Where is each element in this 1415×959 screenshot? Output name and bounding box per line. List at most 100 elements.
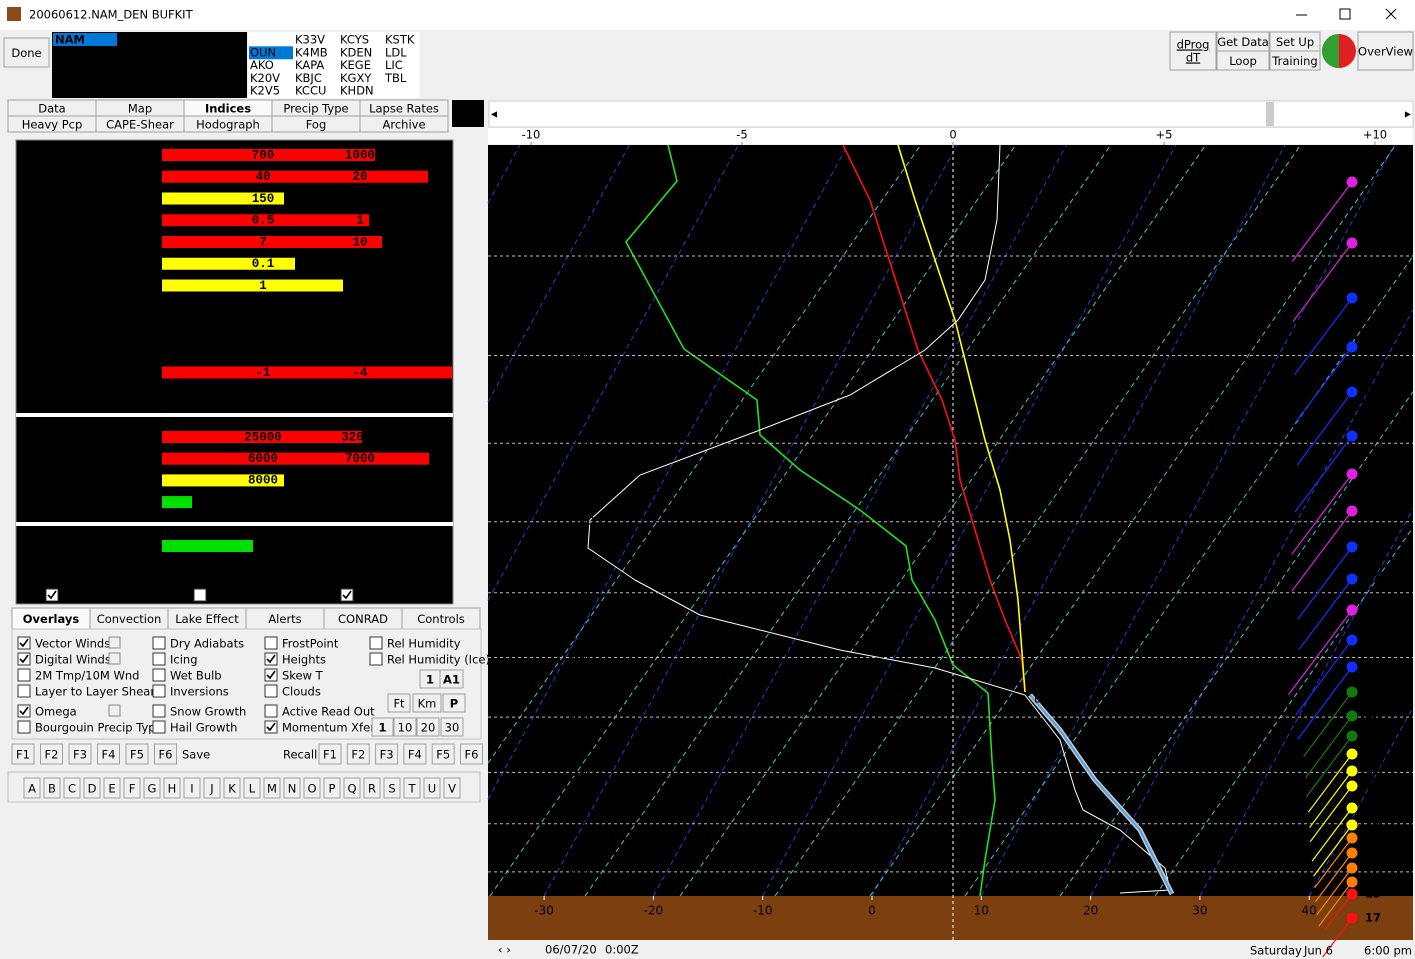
- time-slider[interactable]: [488, 100, 1414, 128]
- station[interactable]: KCCU: [295, 84, 326, 98]
- station[interactable]: K33V: [295, 33, 325, 47]
- unit-button[interactable]: [439, 669, 464, 689]
- overlay-box[interactable]: [17, 652, 31, 666]
- unit-button[interactable]: [393, 717, 417, 737]
- station[interactable]: TBL: [384, 71, 407, 85]
- overlay-box[interactable]: [152, 684, 166, 698]
- model: BTV2: [118, 58, 152, 72]
- station[interactable]: AKO: [250, 58, 274, 72]
- station[interactable]: LDL: [385, 45, 407, 59]
- letter-button[interactable]: [303, 777, 321, 799]
- station[interactable]: K4MB: [295, 45, 328, 59]
- station[interactable]: OUN: [250, 45, 276, 59]
- unit-button[interactable]: [416, 717, 440, 737]
- letter-button[interactable]: [403, 777, 421, 799]
- overlay-box[interactable]: [369, 636, 383, 650]
- overview-button[interactable]: [1357, 31, 1414, 71]
- index-bar: [162, 149, 375, 161]
- fkey-save[interactable]: [11, 743, 35, 765]
- fkey-save[interactable]: [154, 743, 177, 765]
- fkey-recall[interactable]: [375, 743, 399, 765]
- overlay-box[interactable]: [17, 720, 31, 734]
- station[interactable]: KEGE: [340, 58, 371, 72]
- fkey-recall[interactable]: [431, 743, 455, 765]
- training-button[interactable]: [1269, 50, 1321, 71]
- overlay-box[interactable]: [264, 652, 278, 666]
- letter-button[interactable]: [183, 777, 201, 799]
- letter-button[interactable]: [203, 777, 221, 799]
- letter-button[interactable]: [103, 777, 121, 799]
- overlay-box[interactable]: [152, 668, 166, 682]
- overlay-box[interactable]: [152, 636, 166, 650]
- slider-thumb[interactable]: [1266, 102, 1274, 126]
- unit-button[interactable]: [387, 693, 411, 713]
- option-box[interactable]: [340, 588, 354, 602]
- letter-button[interactable]: [423, 777, 441, 799]
- fkey-save[interactable]: [68, 743, 92, 765]
- fkey-save[interactable]: [97, 743, 120, 765]
- unit-button[interactable]: [412, 693, 442, 713]
- unit-button[interactable]: [371, 717, 394, 737]
- overlay-box[interactable]: [152, 652, 166, 666]
- station[interactable]: KCYS: [340, 33, 369, 47]
- station[interactable]: KSTK: [385, 33, 415, 47]
- dprog-button[interactable]: [1169, 31, 1217, 71]
- toggle[interactable]: [108, 636, 121, 649]
- letter-button[interactable]: [163, 777, 181, 799]
- fkey-save[interactable]: [40, 743, 63, 765]
- toggle[interactable]: [108, 704, 121, 717]
- unit-button[interactable]: [442, 693, 466, 713]
- fkey-recall[interactable]: [346, 743, 370, 765]
- letter-button[interactable]: [243, 777, 261, 799]
- overlay-box[interactable]: [264, 684, 278, 698]
- option-box[interactable]: [45, 588, 59, 602]
- letter-button[interactable]: [223, 777, 241, 799]
- letter-button[interactable]: [83, 777, 101, 799]
- overlay-box[interactable]: [264, 720, 278, 734]
- station[interactable]: K20V: [250, 71, 280, 85]
- save-label[interactable]: Save: [182, 748, 210, 762]
- letter-button[interactable]: [143, 777, 161, 799]
- letter-button[interactable]: [23, 777, 41, 799]
- option-box[interactable]: [193, 588, 207, 602]
- station[interactable]: KDEN: [340, 45, 372, 59]
- overlay-box[interactable]: [369, 652, 383, 666]
- loop-button[interactable]: [1216, 50, 1270, 71]
- recall-label[interactable]: Recall: [283, 748, 317, 762]
- overlay-box[interactable]: [264, 704, 278, 718]
- done-button[interactable]: [3, 37, 50, 68]
- letter-button[interactable]: [323, 777, 341, 799]
- unit-button[interactable]: [440, 717, 464, 737]
- overlay-box[interactable]: [17, 636, 31, 650]
- letter-button[interactable]: [43, 777, 61, 799]
- overlay-box[interactable]: [17, 668, 31, 682]
- overlay-box[interactable]: [17, 684, 31, 698]
- station[interactable]: KGXY: [340, 71, 372, 85]
- fkey-recall[interactable]: [318, 743, 342, 765]
- overlay-box[interactable]: [152, 720, 166, 734]
- letter-button[interactable]: [263, 777, 281, 799]
- fkey-save[interactable]: [125, 743, 149, 765]
- fkey-recall[interactable]: [403, 743, 427, 765]
- fkey-recall[interactable]: [460, 743, 483, 765]
- station[interactable]: KHDN: [340, 84, 374, 98]
- overlay-box[interactable]: [264, 668, 278, 682]
- letter-button[interactable]: [443, 777, 461, 799]
- station[interactable]: LIC: [385, 58, 403, 72]
- letter-button[interactable]: [283, 777, 301, 799]
- toggle[interactable]: [108, 652, 121, 665]
- overlay-box[interactable]: [152, 704, 166, 718]
- letter-button[interactable]: [63, 777, 81, 799]
- station[interactable]: KAPA: [295, 58, 324, 72]
- station[interactable]: K2V5: [250, 84, 280, 98]
- letter-button[interactable]: [383, 777, 401, 799]
- maximize[interactable]: [1339, 8, 1351, 20]
- overlay-box[interactable]: [264, 636, 278, 650]
- tab[interactable]: [359, 115, 449, 133]
- station[interactable]: KBJC: [295, 71, 322, 85]
- overlay-box[interactable]: [17, 704, 31, 718]
- close[interactable]: [1385, 8, 1397, 20]
- letter-button[interactable]: [343, 777, 361, 799]
- letter-button[interactable]: [363, 777, 381, 799]
- letter-button[interactable]: [123, 777, 141, 799]
